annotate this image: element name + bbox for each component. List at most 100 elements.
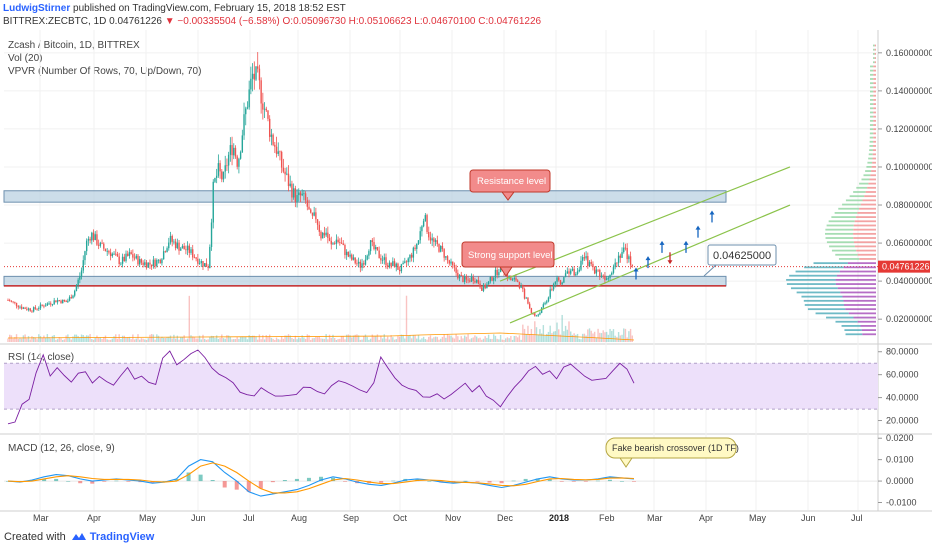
volume-bar bbox=[340, 336, 343, 342]
candle-body bbox=[250, 78, 252, 90]
volume-bar bbox=[325, 334, 327, 342]
annotations: Resistance level Strong support level 0.04… bbox=[461, 169, 930, 468]
candle-body bbox=[340, 242, 343, 244]
candle-body bbox=[407, 258, 409, 263]
candle-body bbox=[168, 242, 170, 249]
candle-body bbox=[192, 249, 194, 258]
price-callout-label: 0.04625000 bbox=[713, 250, 771, 262]
volume-bar bbox=[400, 334, 403, 342]
vpvr-up-bar bbox=[795, 270, 840, 273]
volume-bar bbox=[467, 334, 469, 342]
y-tick-label: 0.10000000 bbox=[886, 162, 932, 172]
candle-body bbox=[294, 188, 297, 203]
x-tick-label: Mar bbox=[33, 513, 49, 523]
candle-body bbox=[210, 222, 213, 248]
candle-body bbox=[22, 307, 25, 309]
volume-profile bbox=[786, 44, 876, 336]
tradingview-brand[interactable]: TradingView bbox=[89, 531, 155, 543]
volume-bar bbox=[433, 337, 435, 342]
candle-body bbox=[41, 304, 43, 306]
candle-body bbox=[280, 151, 283, 168]
candle-body bbox=[195, 257, 197, 259]
volume-bar bbox=[619, 335, 622, 342]
candle-body bbox=[31, 310, 33, 312]
volume-bar bbox=[460, 336, 462, 342]
candle-body bbox=[152, 259, 155, 267]
vpvr-up-bar bbox=[869, 115, 874, 118]
candle-body bbox=[257, 66, 259, 69]
volume-bar bbox=[410, 338, 413, 342]
candle-body bbox=[337, 239, 339, 243]
volume-bar bbox=[99, 337, 102, 342]
macd-label: MACD (12, 26, close, 9) bbox=[8, 443, 115, 454]
arrow-up-head bbox=[645, 256, 651, 261]
vpvr-down-bar bbox=[873, 145, 876, 147]
volume-bar bbox=[436, 336, 439, 342]
volume-bar bbox=[320, 338, 322, 342]
candle-body bbox=[510, 276, 512, 281]
candle-body bbox=[558, 277, 560, 281]
macd-histogram-bar bbox=[391, 480, 396, 482]
volume-bar bbox=[116, 338, 119, 342]
volume-bar bbox=[149, 334, 151, 342]
candle-body bbox=[465, 276, 468, 280]
candle-body bbox=[368, 251, 370, 256]
volume-bar bbox=[121, 335, 124, 342]
macd-histogram-bar bbox=[595, 480, 600, 482]
volume-bar bbox=[462, 338, 464, 342]
volume-bar bbox=[438, 339, 440, 342]
candle-body bbox=[171, 236, 173, 242]
macd-tick-label: 0.0100 bbox=[886, 455, 914, 465]
volume-bar bbox=[224, 338, 226, 342]
volume-bar bbox=[84, 336, 86, 342]
volume-bar bbox=[404, 338, 406, 342]
macd-histogram-bar bbox=[343, 481, 348, 482]
author-name[interactable]: LudwigStirner bbox=[3, 3, 71, 14]
candle-body bbox=[605, 278, 608, 281]
volume-bar bbox=[279, 339, 281, 342]
candle-body bbox=[205, 263, 208, 267]
candle-body bbox=[573, 268, 575, 276]
ohlc-values: O:0.05096730 H:0.05106623 L:0.04670100 C… bbox=[282, 16, 542, 27]
candle-body bbox=[104, 248, 107, 252]
rsi-label: RSI (14, close) bbox=[8, 352, 75, 363]
candle-body bbox=[267, 110, 269, 119]
candle-body bbox=[101, 242, 103, 244]
volume-bar bbox=[503, 339, 505, 342]
vol-label: Vol (20) bbox=[8, 53, 43, 64]
volume-bar bbox=[487, 334, 490, 342]
candle-body bbox=[118, 256, 120, 264]
vpvr-down-bar bbox=[873, 73, 876, 76]
vpvr-up-bar bbox=[866, 165, 872, 168]
volume-bar bbox=[385, 338, 387, 342]
volume-bar bbox=[101, 339, 103, 342]
volume-bar bbox=[344, 339, 346, 342]
candle-body bbox=[332, 243, 334, 245]
candle-body bbox=[85, 240, 88, 252]
candle-body bbox=[7, 300, 9, 301]
volume-bar bbox=[128, 336, 131, 342]
macd-histogram-bar bbox=[306, 477, 311, 482]
macd-histogram-bar bbox=[487, 481, 492, 483]
volume-bar bbox=[26, 338, 28, 342]
volume-bar bbox=[595, 337, 598, 342]
candle-body bbox=[185, 249, 187, 251]
candle-body bbox=[619, 255, 622, 258]
macd-pane bbox=[4, 459, 878, 497]
vpvr-up-bar bbox=[870, 69, 874, 72]
candle-body bbox=[323, 232, 326, 236]
x-tick-label: Mar bbox=[647, 513, 663, 523]
candle-body bbox=[438, 244, 440, 252]
candle-body bbox=[200, 261, 202, 264]
volume-bar bbox=[547, 331, 550, 342]
vpvr-down-bar bbox=[873, 132, 876, 135]
volume-bar bbox=[221, 334, 223, 342]
vpvr-down-bar bbox=[859, 258, 876, 260]
x-tick-label: Jul bbox=[243, 513, 255, 523]
candle-body bbox=[583, 257, 586, 259]
vpvr-down-bar bbox=[864, 195, 876, 198]
candle-body bbox=[410, 254, 413, 258]
vpvr-up-bar bbox=[835, 253, 858, 256]
y-tick-label: 0.04000000 bbox=[886, 276, 932, 286]
